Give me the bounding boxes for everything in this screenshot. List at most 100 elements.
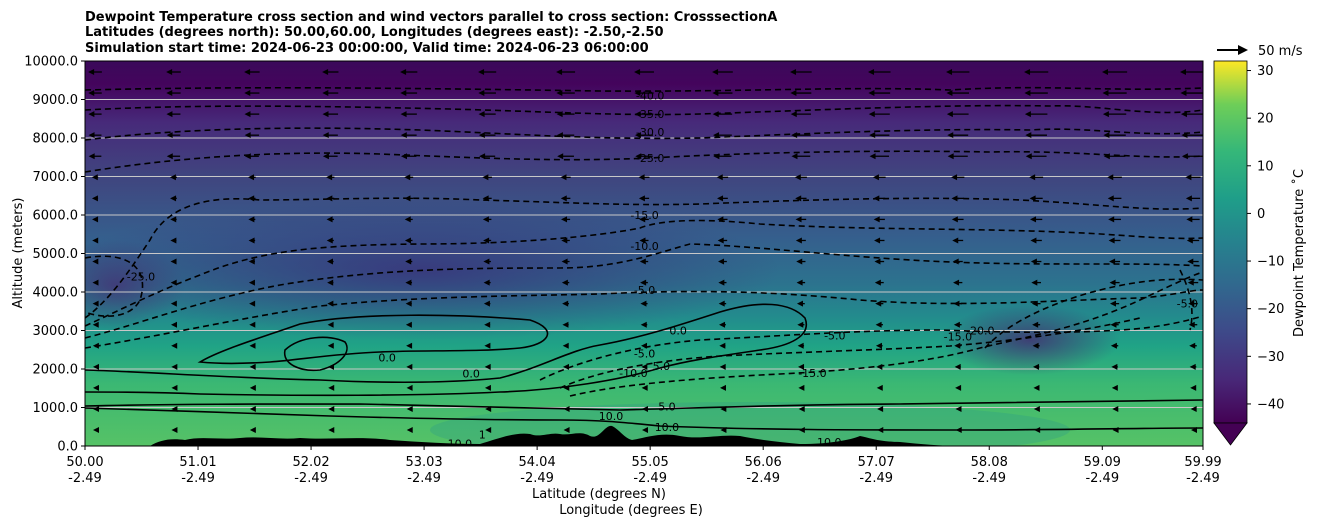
wind-vector <box>478 90 496 97</box>
contour-5 <box>85 399 1203 411</box>
wind-vector <box>557 153 574 160</box>
wind-vector <box>791 132 811 139</box>
wind-vector <box>92 258 99 265</box>
wind-vector <box>482 216 492 223</box>
wind-vector <box>406 363 413 370</box>
wind-vector <box>634 111 654 118</box>
wind-vector <box>561 237 570 244</box>
y-tick-label: 1000.0 <box>33 401 79 416</box>
x-tick-longitude: -2.49 <box>1186 471 1220 486</box>
wind-vector <box>249 300 256 307</box>
wind-vector <box>561 279 570 286</box>
wind-vector <box>401 153 417 160</box>
wind-vector <box>322 153 338 160</box>
contour-label: 1 <box>479 428 486 441</box>
wind-vector <box>868 111 890 118</box>
wind-vector <box>868 69 891 75</box>
contour-minus40 <box>85 86 1203 92</box>
wind-vector <box>1103 153 1126 160</box>
wind-vector <box>951 195 964 202</box>
wind-vector <box>400 90 418 97</box>
moist-region-bottom <box>430 402 1070 446</box>
wind-vector <box>556 90 575 97</box>
wind-vector <box>1190 405 1197 412</box>
contour-lines <box>85 86 1203 431</box>
wind-vector <box>720 427 727 433</box>
y-tick-label: 9000.0 <box>33 93 79 108</box>
wind-vector <box>92 216 99 223</box>
wind-vector <box>1030 258 1042 265</box>
contour-label: -5.0 <box>1177 298 1198 311</box>
wind-vector <box>953 279 963 286</box>
colorbar-tick-label: 10 <box>1257 159 1274 174</box>
wind-vector <box>954 342 962 349</box>
contour-minus25 <box>85 150 1203 173</box>
contour-label: -10.0 <box>619 367 647 380</box>
wind-vector <box>877 427 884 433</box>
wind-vector <box>1025 153 1047 160</box>
wind-vector <box>1185 174 1201 181</box>
wind-vector <box>1108 237 1121 244</box>
wind-vector <box>874 258 885 265</box>
wind-vector <box>791 153 811 160</box>
wind-vector <box>170 195 177 202</box>
wind-vector <box>322 111 339 118</box>
wind-vector <box>946 69 970 75</box>
wind-vector <box>1024 69 1049 75</box>
colorbar-extend-min <box>1213 422 1248 446</box>
wind-vector <box>712 111 733 118</box>
wind-vector <box>954 363 961 370</box>
wind-vector <box>642 427 648 433</box>
wind-vector <box>1180 111 1203 118</box>
wind-vector <box>640 279 648 286</box>
x-tick-longitude: -2.49 <box>68 471 102 486</box>
wind-vector <box>322 132 338 139</box>
wind-vector <box>171 384 178 391</box>
contour-label: 0.0 <box>378 351 396 364</box>
wind-vector <box>641 363 648 370</box>
wind-vector <box>1186 216 1200 223</box>
wind-vector <box>92 321 99 328</box>
wind-vector <box>873 195 886 202</box>
wind-vector <box>485 427 492 433</box>
contour-minus5-lower <box>539 315 1203 381</box>
contour-minus15 <box>85 219 1203 327</box>
x-tick-latitude: 56.06 <box>745 455 782 470</box>
wind-vector <box>327 321 334 328</box>
contour-label: 10.0 <box>448 438 473 451</box>
terrain <box>85 425 1203 446</box>
wind-vector <box>955 405 962 412</box>
wind-vector <box>166 153 181 160</box>
wind-vector <box>1187 258 1199 265</box>
contour-minus5 <box>85 289 1203 349</box>
wind-vector <box>876 384 883 391</box>
contour-label: 0.0 <box>462 368 480 381</box>
wind-vector <box>1110 342 1119 349</box>
wind-vector <box>641 384 648 391</box>
contour-minus30 <box>85 127 1203 141</box>
x-tick-latitude: 57.07 <box>858 455 895 470</box>
wind-vector <box>93 427 99 433</box>
contour-minus20 <box>85 197 1203 319</box>
x-tick-longitude: -2.49 <box>1085 471 1119 486</box>
wind-vector <box>484 384 491 391</box>
wind-vector <box>400 111 417 118</box>
wind-vector <box>1033 384 1040 391</box>
wind-vector <box>405 321 412 328</box>
wind-vector <box>170 237 177 244</box>
wind-vector <box>1180 69 1203 75</box>
wind-vector <box>171 427 178 433</box>
wind-vector <box>248 216 256 223</box>
wind-vector <box>171 363 178 370</box>
wind-vector <box>874 237 885 244</box>
wind-vector <box>560 174 571 181</box>
wind-vector <box>717 195 728 202</box>
x-tick-longitude: -2.49 <box>746 471 780 486</box>
wind-vector <box>91 174 99 181</box>
wind-vector <box>248 258 255 265</box>
wind-vector <box>797 342 805 349</box>
wind-vector <box>244 153 259 160</box>
wind-vector <box>166 69 181 75</box>
x-tick-latitude: 53.03 <box>405 455 442 470</box>
contour-label: -15.0 <box>630 209 658 222</box>
